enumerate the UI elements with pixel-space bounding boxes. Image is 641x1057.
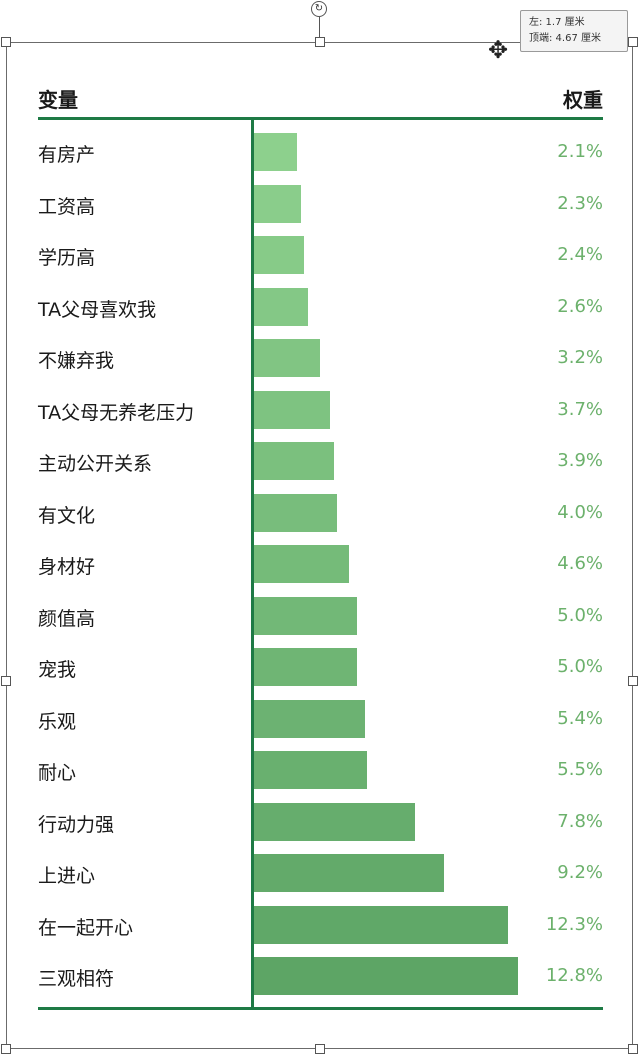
value-label: 2.1% xyxy=(557,141,603,162)
value-label: 3.7% xyxy=(557,398,603,420)
bar xyxy=(254,184,301,223)
resize-handle-top-left[interactable] xyxy=(1,37,11,47)
category-label: 行动力强 xyxy=(38,813,115,836)
value-label: 5.5% xyxy=(557,759,603,780)
bar xyxy=(254,905,508,944)
bar xyxy=(254,596,357,635)
category-label: 学历高 xyxy=(38,247,96,269)
category-label: 颜值高 xyxy=(38,607,96,630)
rotate-handle-icon[interactable]: ↻ xyxy=(311,1,327,17)
category-label: 工资高 xyxy=(38,195,96,218)
bar-axis-line xyxy=(251,119,254,1007)
category-label: 宠我 xyxy=(38,659,77,681)
bar xyxy=(254,390,330,429)
resize-handle-top-center[interactable] xyxy=(315,37,325,47)
value-label: 3.2% xyxy=(557,347,603,368)
value-label: 5.0% xyxy=(557,656,603,677)
category-label: 不嫌弃我 xyxy=(38,350,115,372)
category-label: 乐观 xyxy=(38,710,77,733)
category-label: TA父母无养老压力 xyxy=(38,401,195,424)
tooltip-top-position: 顶端: 4.67 厘米 xyxy=(529,33,601,44)
category-label: 有房产 xyxy=(38,144,96,166)
bar xyxy=(254,287,308,326)
move-cursor-icon: ✥ xyxy=(488,36,509,64)
bar xyxy=(254,699,365,738)
category-label: 主动公开关系 xyxy=(38,453,153,475)
bar xyxy=(254,648,357,686)
value-label: 2.3% xyxy=(557,192,603,214)
bar xyxy=(254,442,334,480)
value-label: 12.8% xyxy=(545,965,603,986)
bar xyxy=(254,751,367,789)
position-tooltip: 左: 1.7 厘米 顶端: 4.67 厘米 xyxy=(520,10,628,52)
tooltip-left-position: 左: 1.7 厘米 xyxy=(529,17,585,28)
rotate-connector xyxy=(319,17,320,37)
bottom-rule xyxy=(38,1007,603,1010)
value-label: 9.2% xyxy=(557,862,603,883)
bar xyxy=(254,493,337,532)
bar xyxy=(254,236,304,274)
value-label: 2.6% xyxy=(557,295,603,317)
category-label: TA父母喜欢我 xyxy=(38,298,157,321)
bar xyxy=(254,133,297,171)
top-rule xyxy=(38,117,603,120)
resize-handle-middle-left[interactable] xyxy=(1,676,11,686)
bar xyxy=(254,957,518,995)
bar xyxy=(254,545,349,583)
value-label: 12.3% xyxy=(545,913,603,935)
resize-handle-bottom-left[interactable] xyxy=(1,1044,11,1054)
resize-handle-bottom-center[interactable] xyxy=(315,1044,325,1054)
value-label: 4.6% xyxy=(557,553,603,574)
category-label: 在一起开心 xyxy=(38,916,134,939)
category-label: 耐心 xyxy=(38,762,77,784)
value-label: 5.0% xyxy=(557,604,603,626)
category-label: 上进心 xyxy=(38,865,96,887)
value-label: 2.4% xyxy=(557,244,603,265)
resize-handle-top-right[interactable] xyxy=(628,37,638,47)
value-label: 5.4% xyxy=(557,707,603,729)
bar xyxy=(254,339,320,377)
category-label: 三观相符 xyxy=(38,968,115,990)
bar xyxy=(254,802,415,841)
column-header-variable: 变量 xyxy=(38,88,78,112)
category-label: 身材好 xyxy=(38,556,96,578)
value-label: 4.0% xyxy=(557,501,603,523)
value-label: 3.9% xyxy=(557,450,603,471)
resize-handle-middle-right[interactable] xyxy=(628,676,638,686)
column-header-weight: 权重 xyxy=(563,88,603,112)
bar xyxy=(254,854,444,892)
resize-handle-bottom-right[interactable] xyxy=(628,1044,638,1054)
value-label: 7.8% xyxy=(557,810,603,832)
category-label: 有文化 xyxy=(38,504,96,527)
